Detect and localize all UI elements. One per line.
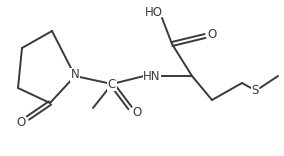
Text: N: N bbox=[71, 68, 79, 81]
Text: HN: HN bbox=[143, 70, 161, 83]
Text: C: C bbox=[108, 78, 116, 90]
Text: O: O bbox=[132, 107, 142, 119]
Text: S: S bbox=[251, 83, 259, 97]
Text: HO: HO bbox=[145, 7, 163, 20]
Text: O: O bbox=[16, 117, 26, 129]
Text: O: O bbox=[207, 27, 217, 41]
